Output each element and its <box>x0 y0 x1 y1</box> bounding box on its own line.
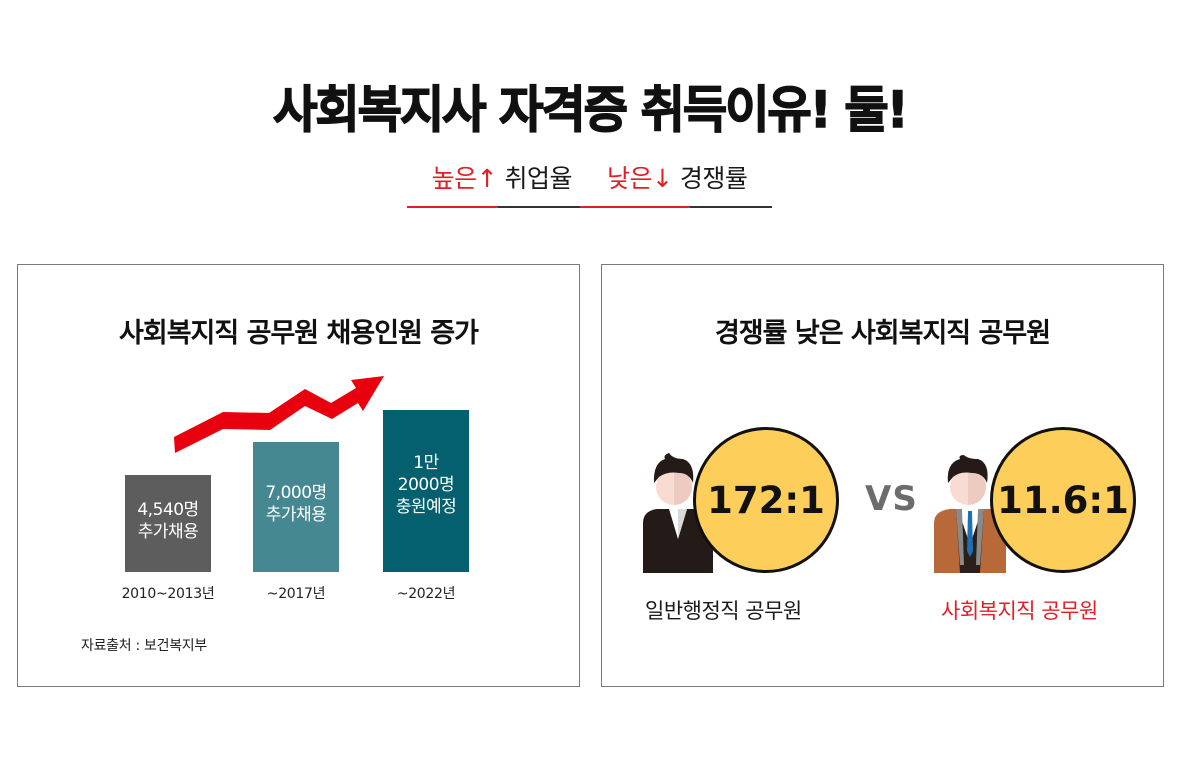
person-black-suit-icon <box>643 453 713 573</box>
bar-value-label: 1만 2000명 충원예정 <box>395 453 457 517</box>
trend-up-arrow-icon <box>174 376 384 453</box>
caption-social-welfare: 사회복지직 공무원 <box>941 599 1098 623</box>
underline-red-1 <box>407 206 498 208</box>
hiring-increase-panel: 사회복지직 공무원 채용인원 증가 4,540명 추가채용 7,000명 추가채… <box>17 264 580 687</box>
competition-panel-title: 경쟁률 낮은 사회복지직 공무원 <box>714 318 1051 349</box>
bar-2017: 7,000명 추가채용 <box>253 442 339 572</box>
person-brown-coat-icon <box>934 455 1006 573</box>
bar-value-label: 4,540명 추가채용 <box>137 499 199 542</box>
bar-category-label: ~2022년 <box>396 586 456 602</box>
ratio-value: 172:1 <box>707 478 825 522</box>
subtitle-high-label: 높은↑ <box>431 164 498 193</box>
page-title: 사회복지사 자격증 취득이유! 둘! <box>273 80 910 140</box>
bar-2010-2013: 4,540명 추가채용 <box>125 475 211 572</box>
bar-category-label: 2010~2013년 <box>121 586 215 602</box>
ratio-circle-general: 172:1 <box>693 427 839 573</box>
bar-value-label: 7,000명 추가채용 <box>265 483 327 525</box>
ratio-value: 11.6:1 <box>997 478 1129 522</box>
underline-red-2 <box>580 206 690 208</box>
bar-category-label: ~2017년 <box>266 586 326 602</box>
source-note: 자료출처 : 보건복지부 <box>81 638 207 654</box>
subtitle-employment-rate: 취업율 <box>504 164 573 193</box>
subtitle-low-label: 낮은↓ <box>606 164 673 193</box>
bar-2022: 1만 2000명 충원예정 <box>383 410 469 572</box>
hiring-panel-title: 사회복지직 공무원 채용인원 증가 <box>119 318 479 349</box>
vs-label: VS <box>865 479 918 519</box>
ratio-circle-social-welfare: 11.6:1 <box>990 427 1136 573</box>
underline-dark-2 <box>690 206 772 208</box>
competition-rate-panel: 경쟁률 낮은 사회복지직 공무원 172:1 VS 11.6:1 일반행정직 공… <box>601 264 1164 687</box>
underline-dark-1 <box>498 206 580 208</box>
caption-general-admin: 일반행정직 공무원 <box>645 599 802 623</box>
subtitle: 높은↑ 취업율 낮은↓ 경쟁률 <box>407 160 772 210</box>
subtitle-competition-rate: 경쟁률 <box>679 164 748 193</box>
